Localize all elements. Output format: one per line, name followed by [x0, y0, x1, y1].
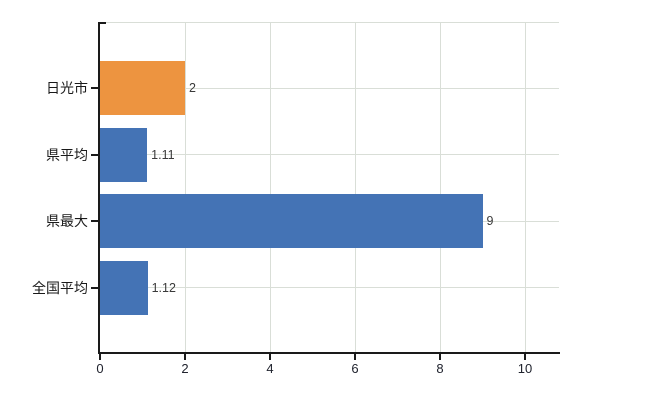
- y-axis-line: [98, 22, 100, 353]
- x-axis-tick: [269, 354, 271, 360]
- value-label: 9: [486, 214, 494, 228]
- x-gridline: [439, 22, 441, 352]
- x-axis-tick: [184, 354, 186, 360]
- x-tick-label: 2: [181, 361, 189, 376]
- plot-top-border: [106, 22, 559, 23]
- category-label: 県平均: [46, 146, 88, 163]
- category-label: 県最大: [46, 213, 88, 229]
- y-axis-tick: [91, 87, 98, 89]
- x-gridline: [184, 22, 186, 352]
- x-axis-tick: [439, 354, 441, 360]
- x-gridline: [354, 22, 356, 352]
- x-tick-label: 0: [96, 361, 104, 376]
- value-label: 2: [189, 81, 196, 95]
- y-axis-tick: [91, 220, 98, 222]
- x-axis-tick: [354, 354, 356, 360]
- row-gridline: [100, 287, 559, 288]
- x-axis-tick: [524, 354, 526, 360]
- bar-県最大: [100, 194, 483, 248]
- value-label: 1.12: [151, 280, 176, 295]
- x-tick-label: 8: [436, 361, 444, 376]
- bar-全国平均: [100, 260, 148, 315]
- bar-県平均: [100, 127, 148, 182]
- category-label: 全国平均: [32, 279, 88, 296]
- category-label: 日光市: [46, 80, 88, 96]
- bar-日光市: [100, 61, 185, 115]
- x-tick-label: 4: [266, 361, 274, 376]
- y-axis-tick: [91, 286, 98, 289]
- value-label: 1.11: [151, 147, 175, 162]
- x-tick-label: 10: [517, 361, 533, 376]
- x-axis-line: [98, 352, 560, 354]
- row-gridline: [100, 87, 559, 89]
- x-axis-tick: [99, 354, 101, 360]
- x-gridline: [524, 22, 526, 352]
- row-gridline: [100, 154, 559, 155]
- x-tick-label: 6: [351, 361, 359, 376]
- y-axis-tick: [91, 153, 98, 156]
- y-axis-top-cap: [100, 22, 106, 24]
- x-gridline: [269, 22, 271, 352]
